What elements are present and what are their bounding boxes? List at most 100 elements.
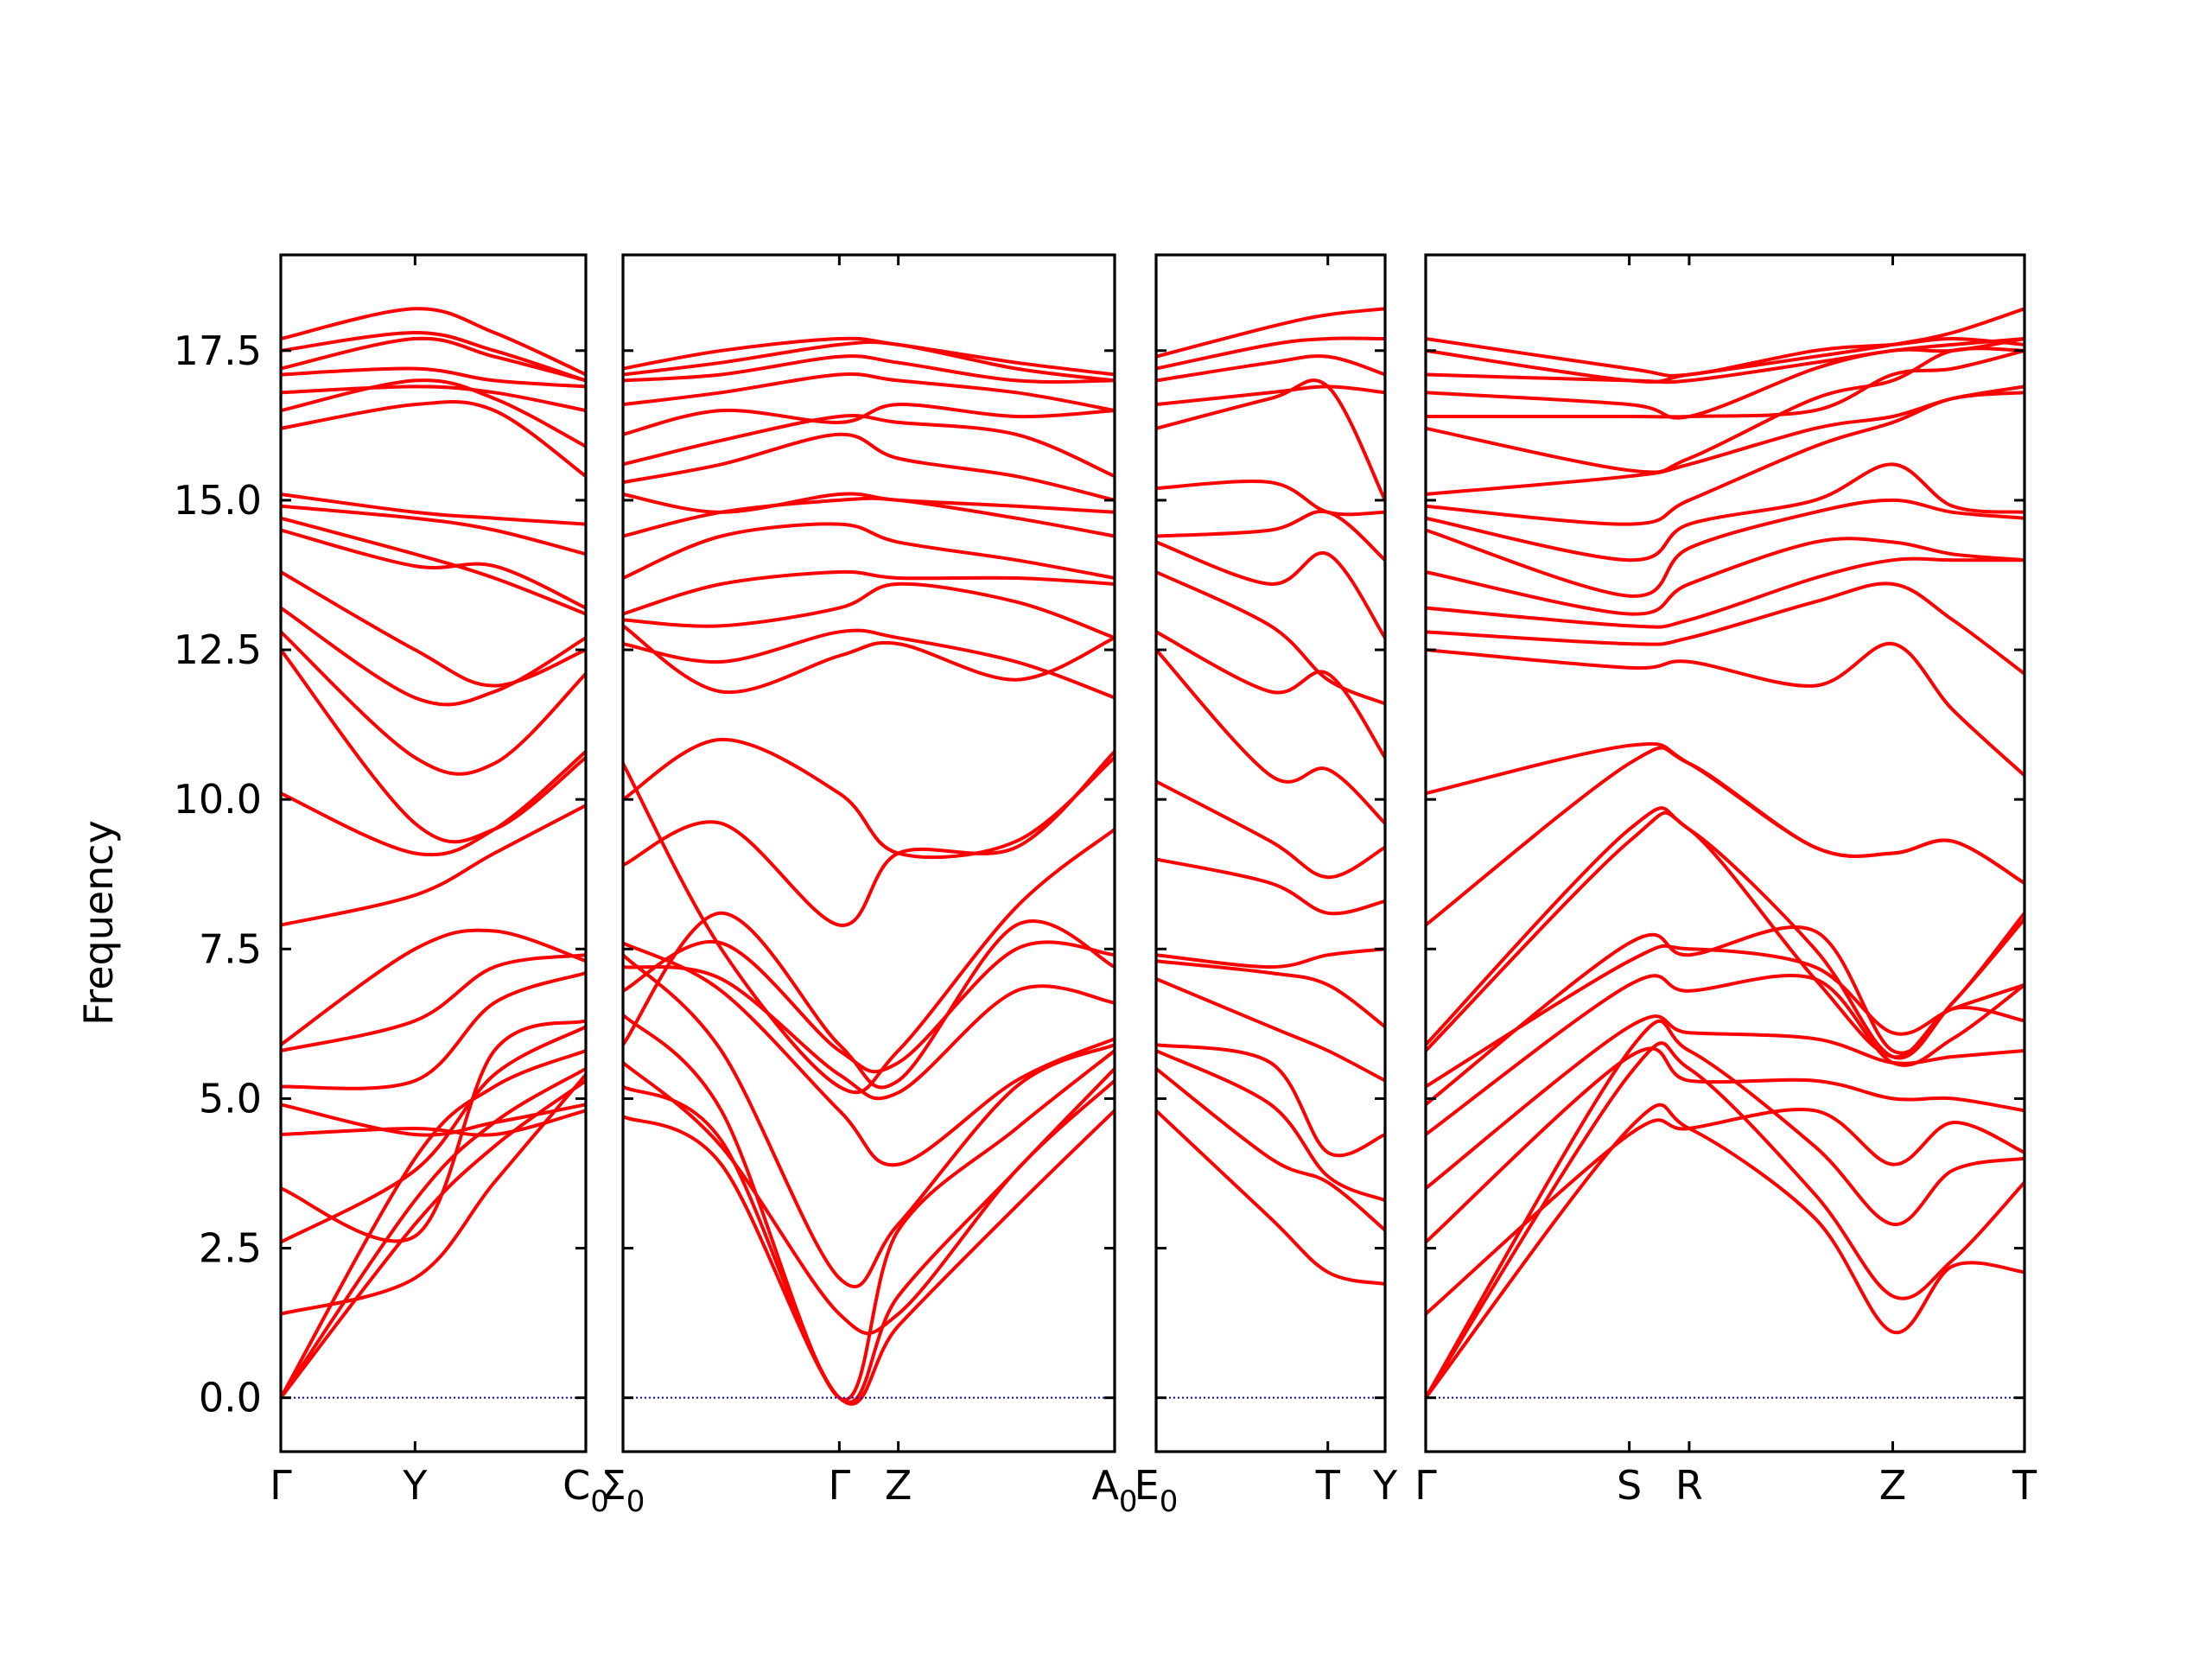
band-line <box>622 340 1116 383</box>
band-line <box>622 403 1116 436</box>
band-line <box>1425 537 2025 616</box>
band-line <box>622 522 1116 580</box>
y-tick-label: 15.0 <box>174 477 262 524</box>
panel-frame <box>1154 253 1387 1453</box>
band-line <box>280 971 587 1090</box>
band-line <box>1154 1067 1387 1232</box>
x-tick-label: Γ <box>1414 1462 1437 1509</box>
y-tick-label: 17.5 <box>174 327 262 374</box>
x-tick-label: E0 <box>1135 1462 1179 1519</box>
panel-2: Σ0 Γ Z A0 <box>601 253 1138 1519</box>
band-line <box>280 378 587 448</box>
band-line <box>1424 1103 2025 1399</box>
x-tick-label: T <box>1315 1462 1341 1509</box>
x-tick-label: R <box>1675 1462 1703 1509</box>
band-line <box>280 1103 587 1137</box>
band-line <box>1424 973 2026 1136</box>
y-tick-label: 12.5 <box>174 626 262 673</box>
band-line <box>280 493 587 526</box>
band-line <box>1424 1108 2025 1316</box>
band-line <box>1155 385 1386 407</box>
band-line <box>1155 378 1387 501</box>
x-tick-label: Z <box>885 1462 912 1509</box>
band-line <box>1425 741 2026 885</box>
band-line <box>621 737 1116 860</box>
band-line <box>279 1067 588 1399</box>
band-line <box>280 516 587 616</box>
band-line <box>1425 385 2025 496</box>
band-line <box>622 372 1116 413</box>
band-line <box>280 1025 587 1244</box>
band-line <box>1425 556 2024 629</box>
band-group <box>1154 307 1387 1287</box>
panel-1: Γ Y C0 <box>270 253 609 1519</box>
panel-frame <box>621 253 1116 1453</box>
band-line <box>280 750 588 857</box>
band-line <box>1155 336 1386 371</box>
band-line <box>280 953 587 1052</box>
band-line <box>280 1019 587 1243</box>
band-line <box>280 307 587 377</box>
y-tick-labels: 0.0 2.5 5.0 7.5 10.0 12.5 15.0 17.5 <box>174 327 262 1421</box>
band-line <box>1425 337 2025 420</box>
band-line <box>621 762 1116 1095</box>
band-line <box>280 385 587 413</box>
y-tick-label: 7.5 <box>199 925 262 972</box>
band-line <box>1424 1014 2025 1190</box>
band-line <box>621 911 1116 1090</box>
panel-frame <box>279 253 588 1453</box>
band-line <box>279 570 587 688</box>
band-line <box>1425 307 2025 384</box>
band-line <box>622 628 1116 700</box>
band-line <box>280 366 587 389</box>
y-axis-label: Frequency <box>75 820 122 1026</box>
band-line <box>622 354 1116 384</box>
band-group <box>1424 307 2026 1399</box>
band-line <box>1424 1019 2025 1399</box>
band-line <box>622 582 1116 640</box>
band-line <box>621 1014 1116 1402</box>
x-tick-label: S <box>1617 1462 1642 1509</box>
band-line <box>280 528 587 610</box>
band-line <box>1155 947 1386 969</box>
band-line <box>1424 746 2026 927</box>
band-line <box>279 928 587 1046</box>
band-line <box>622 336 1116 377</box>
band-line <box>279 648 588 844</box>
band-line <box>279 1049 587 1399</box>
band-line <box>622 941 1116 1167</box>
band-line <box>280 400 588 478</box>
y-tick-label: 2.5 <box>199 1225 262 1272</box>
band-line <box>1155 354 1386 383</box>
band-line <box>1424 1041 2026 1399</box>
band-line <box>1425 462 2025 563</box>
band-line <box>1155 977 1386 1083</box>
band-line <box>279 630 588 776</box>
band-line <box>622 414 1116 479</box>
band-line <box>1154 1109 1386 1287</box>
band-line <box>1426 348 2025 419</box>
band-line <box>1425 582 2026 676</box>
band-line <box>1155 570 1386 706</box>
panel-3: E0 T Y <box>1135 253 1398 1519</box>
band-line <box>622 750 1116 927</box>
band-line <box>622 964 1116 1101</box>
band-group <box>279 307 588 1399</box>
band-line <box>1155 1049 1386 1203</box>
band-line <box>622 569 1116 616</box>
x-tick-label: Z <box>1879 1462 1907 1509</box>
band-line <box>279 606 588 707</box>
band-line <box>280 336 587 383</box>
x-tick-label: T <box>2012 1462 2037 1509</box>
y-tick-label: 10.0 <box>174 776 262 823</box>
band-line <box>1155 1043 1386 1158</box>
band-line <box>621 1061 1116 1336</box>
band-line <box>1424 806 2026 1060</box>
band-line <box>622 432 1116 502</box>
x-tick-label: A0 <box>1091 1462 1137 1519</box>
panel-frame <box>1424 253 2026 1453</box>
band-line <box>1425 337 2025 378</box>
band-line <box>1155 630 1387 759</box>
x-tick-label: Γ <box>270 1462 292 1509</box>
